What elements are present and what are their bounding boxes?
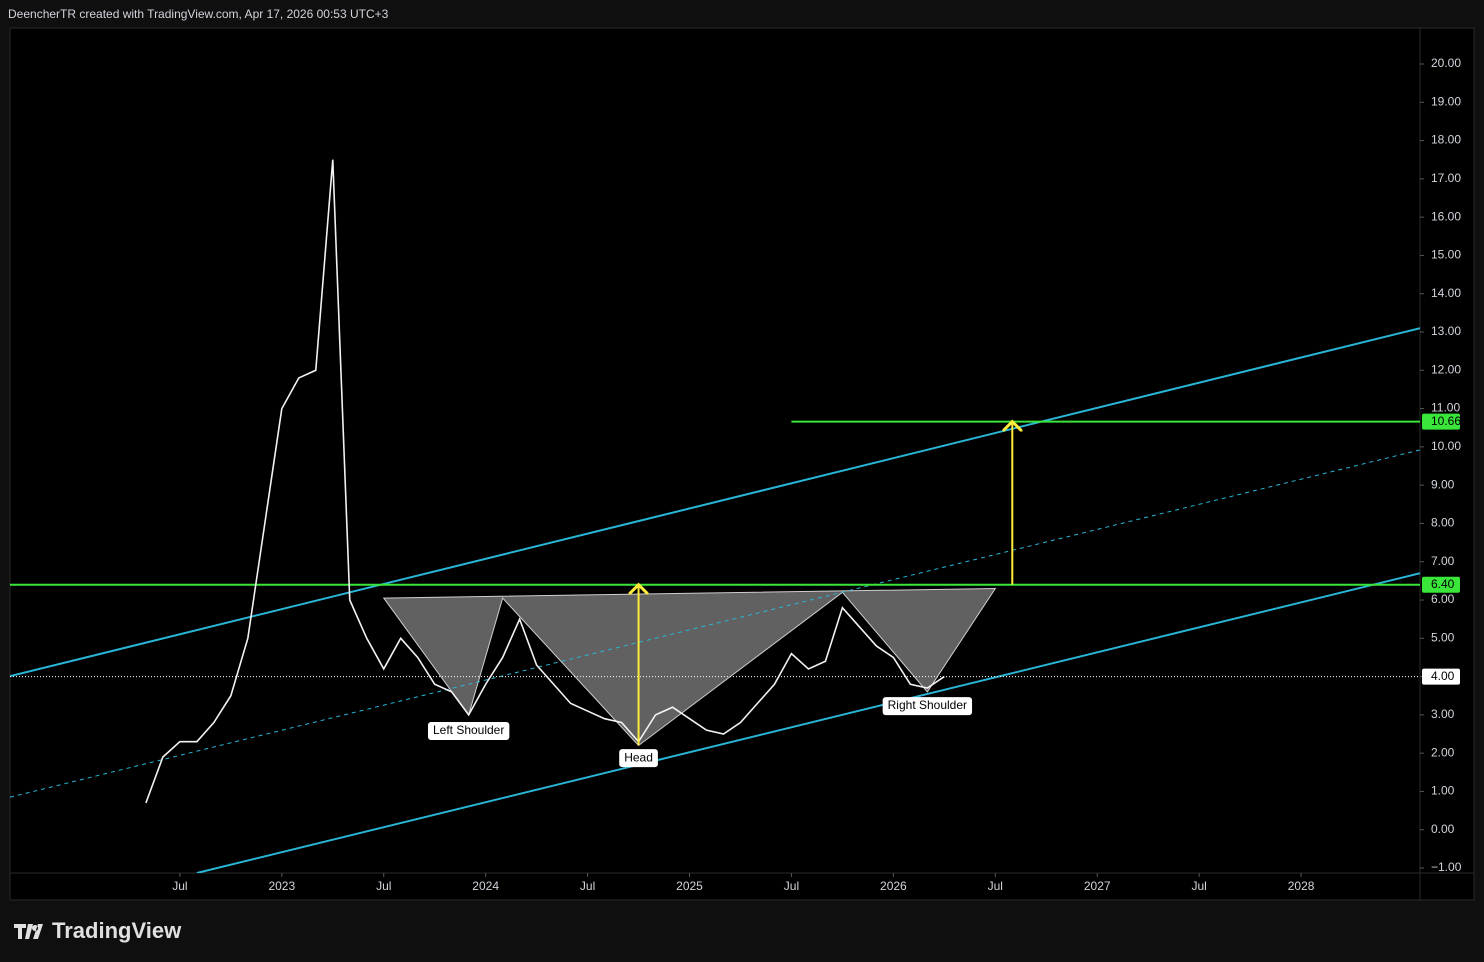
ohlc-key: H	[318, 36, 328, 50]
ohlc-value: 3.94	[289, 36, 313, 50]
ohlc-value: 4.00	[401, 36, 425, 50]
currency-button[interactable]: TRY	[1426, 32, 1466, 56]
symbol-legend: IMAS Makina Sanayi Anonim Sirketi · 1D ·…	[18, 36, 511, 50]
annotation-box	[882, 697, 973, 716]
x-tick-label: Jul	[376, 879, 391, 893]
price-label-box	[1422, 413, 1460, 430]
y-tick-label: 5.00	[1431, 630, 1455, 644]
trendline	[196, 572, 1420, 873]
price-label: 10.66	[1431, 414, 1461, 428]
ohlc-value: 4.07	[327, 36, 351, 50]
x-tick-label: 2027	[1084, 879, 1111, 893]
y-tick-label: 2.00	[1431, 745, 1455, 759]
x-tick-label: 2023	[268, 879, 295, 893]
y-tick-label: 19.00	[1431, 94, 1461, 108]
trendline	[10, 327, 1420, 678]
price-label-box	[1422, 576, 1460, 593]
change: +0.08 (+2.04%)	[428, 36, 511, 50]
y-tick-label: 16.00	[1431, 209, 1461, 223]
x-tick-label: Jul	[784, 879, 799, 893]
x-tick-label: Jul	[580, 879, 595, 893]
y-tick-label: 7.00	[1431, 554, 1455, 568]
y-tick-label: 8.00	[1431, 516, 1455, 530]
y-tick-label: 18.00	[1431, 133, 1461, 147]
x-tick-label: Jul	[172, 879, 187, 893]
logo-icon	[14, 924, 43, 939]
annotation-label: Left Shoulder	[433, 723, 504, 737]
x-tick-label: 2028	[1288, 879, 1315, 893]
x-tick-label: 2026	[880, 879, 907, 893]
symbol: IMAS Makina Sanayi Anonim Sirketi · 1D ·…	[18, 36, 273, 50]
annotation-label: Right Shoulder	[888, 698, 967, 712]
annotation-box	[619, 749, 658, 768]
annotation-label: Head	[624, 750, 653, 764]
y-tick-label: 17.00	[1431, 171, 1461, 185]
x-tick-label: 2025	[676, 879, 703, 893]
brand-logo: TradingView	[12, 918, 181, 944]
y-tick-label: −1.00	[1431, 860, 1462, 874]
annotation-box	[427, 721, 510, 740]
y-tick-label: 3.00	[1431, 707, 1455, 721]
ohlc-value: 3.93	[363, 36, 387, 50]
price-label: 6.40	[1431, 577, 1455, 591]
y-tick-label: 20.00	[1431, 56, 1461, 70]
ohlc-key: O	[279, 36, 290, 50]
y-tick-label: 15.00	[1431, 248, 1461, 262]
y-tick-label: 10.00	[1431, 439, 1461, 453]
x-tick-label: Jul	[1191, 879, 1206, 893]
x-tick-label: Jul	[988, 879, 1003, 893]
trendline	[10, 449, 1420, 798]
axes: −1.00 0.00 1.00 2.00 3.00 4.00 5.00 6.00 7.00 8.0…	[172, 56, 1461, 893]
y-tick-label: 11.00	[1431, 401, 1460, 415]
y-tick-label: 14.00	[1431, 286, 1461, 300]
plot-area	[10, 159, 1420, 873]
y-tick-label: 4.00	[1431, 669, 1455, 683]
pattern-shape	[382, 588, 997, 747]
credit: DeencherTR created with TradingView.com,…	[8, 7, 389, 21]
chart-frame	[9, 27, 1475, 901]
last-price-label: 4.00	[1431, 669, 1455, 683]
y-tick-label: 13.00	[1431, 324, 1461, 338]
y-tick-label: 6.00	[1431, 592, 1455, 606]
ohlc: O3.94 H4.07 L3.93 C4.00	[276, 36, 425, 50]
y-tick-label: 1.00	[1431, 784, 1455, 798]
price-line	[145, 159, 945, 804]
y-tick-label: 9.00	[1431, 477, 1455, 491]
x-tick-label: 2024	[472, 879, 499, 893]
y-tick-label: 12.00	[1431, 362, 1461, 376]
y-tick-label: 0.00	[1431, 822, 1455, 836]
brand-name: TradingView	[52, 918, 182, 943]
last-price-box	[1422, 668, 1460, 685]
